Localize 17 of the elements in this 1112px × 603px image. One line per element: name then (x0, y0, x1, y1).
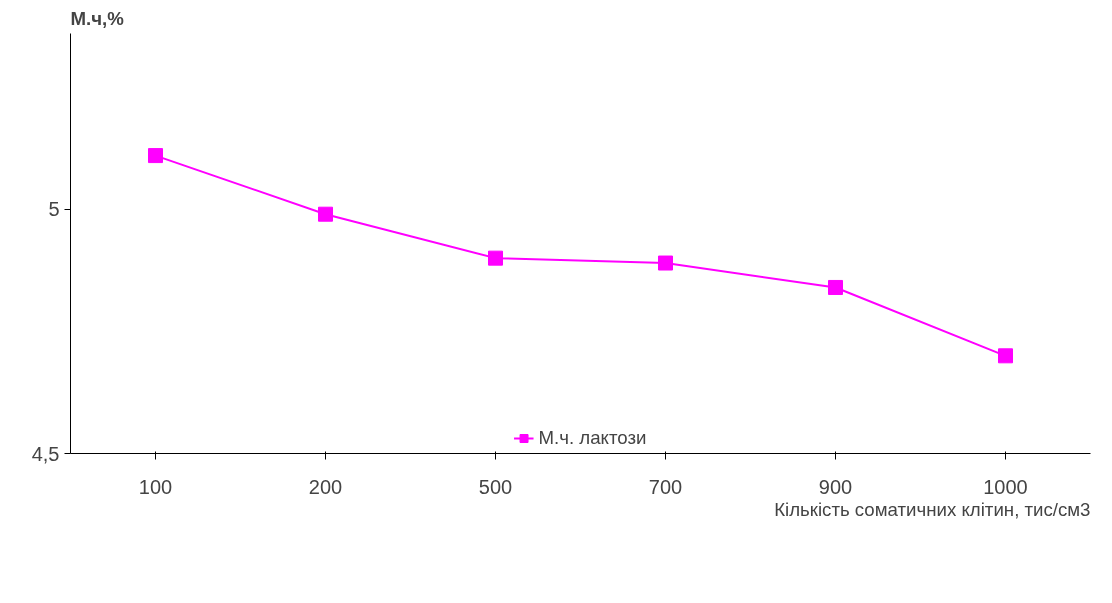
x-tick-label: 200 (308, 475, 343, 498)
x-tick-label: 700 (648, 475, 683, 498)
x-tick-label: 100 (138, 475, 173, 498)
y-tick-label: 5 (48, 198, 60, 221)
x-tick-label: 900 (818, 475, 853, 498)
x-tick-label: 500 (478, 475, 513, 498)
point (148, 148, 163, 164)
x-tick-label: 1000 (983, 475, 1028, 498)
x-axis-title: Кількість соматичних клітин, тис/см3 (774, 498, 1091, 520)
point (998, 348, 1013, 364)
legend-label: М.ч. лактози (538, 427, 647, 449)
point (488, 250, 503, 266)
point (658, 255, 673, 271)
point (318, 206, 333, 222)
y-tick-label: 4,5 (31, 442, 60, 465)
y-axis-title: М.ч,% (70, 7, 125, 29)
point (828, 279, 843, 295)
